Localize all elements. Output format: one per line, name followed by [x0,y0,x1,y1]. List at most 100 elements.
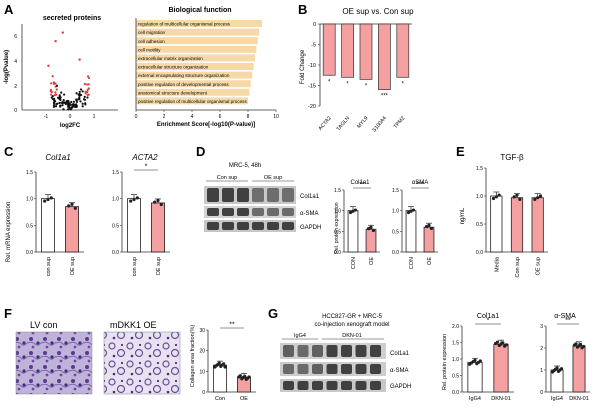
c-acta2-category-label: con sup [132,257,138,276]
blot-g-band [312,364,323,374]
blot-g-band [370,364,381,374]
d-asma-bar [405,210,417,253]
volcano-point [81,90,84,93]
b-sig: *** [381,94,389,100]
d-asma-ytick: 1.0 [392,209,399,215]
volcano-point [63,93,66,96]
volcano-point [55,84,59,87]
blot-g-band [326,364,338,374]
c-col1a1-data-point [70,202,74,206]
volcano-point [55,93,58,96]
d-asma-ytick: 0.0 [392,250,399,256]
volcano-point [86,96,89,99]
blot-g-label-gapdh: GAPDH [390,384,411,390]
g-asma-category-label: DKN-01 [569,396,589,402]
blot-d-lane-oe: OE sup [264,175,282,181]
volcano-point [73,103,77,106]
d-asma-category-label: CON [409,257,415,269]
volcano-point [79,88,83,91]
mrna-ylabel: Rel. mRNA expression [6,202,12,262]
c-acta2-sig: * [145,164,148,171]
e-tgfb-bar [510,197,524,253]
volcano-point [87,83,90,86]
e-tgfb-data-point [533,197,537,201]
b-category-label: TAGLN [336,115,352,132]
b-ytick: 0 [313,22,316,28]
mrna-title-col1a1: Col1a1 [45,153,70,162]
c-col1a1-ytick: 1.5 [26,170,33,176]
go-bar [136,97,248,105]
xenograft-title-2: co-injection xenograft model [314,322,389,328]
f-collagen-sig: ** [229,322,235,329]
blot-g-band [312,345,323,357]
volcano-point [49,93,53,96]
c-acta2-category-label: OE sup [156,257,162,275]
g-col1a1-ytick: 2.0 [452,324,459,330]
volcano-point [66,108,70,111]
volcano-point [75,99,78,102]
g-asma-data-point [581,344,586,349]
volcano-ylabel: -log(Pvalue) [4,50,10,84]
f-collagen-bar [236,377,251,393]
xenograft-title-1: HCC827-GR + MRC-5 [322,314,383,320]
blot-g-label-asma: α-SMA [390,368,408,374]
panel-letter-b: B [298,2,307,17]
volcano-ytick: 4 [14,59,17,65]
blot-d-band [267,222,279,230]
volcano-xtick: -1 [44,114,49,120]
volcano-point [52,82,55,85]
blot-d-band [252,188,264,202]
g-col1a1-category-label: DKN-01 [491,396,511,402]
g-asma-data-point [574,342,578,346]
volcano-point [65,101,68,104]
volcano-point [59,98,62,102]
d-col1a1-sig: ** [359,182,365,189]
blot-d-band [282,208,294,216]
b-bar [396,23,410,78]
volcano-point [55,103,58,106]
g-asma-data-point [559,367,564,371]
go-bar [136,88,250,96]
blot-g-band [370,381,381,390]
c-col1a1-bar [41,198,56,253]
e-tgfb-data-point [494,195,498,199]
blot-d-band [252,222,264,230]
c-acta2-bar [127,198,142,253]
b-sig: * [346,81,349,87]
c-col1a1-ytick: 0.0 [26,250,33,256]
blot-d-band [207,188,219,202]
go-xtick: 10 [273,114,279,120]
go-term-label: regulation of multicellular organismal p… [138,22,231,27]
e-tgfb-ytick: 0.0 [476,250,483,256]
c-col1a1-category-label: con sup [46,257,52,276]
volcano-point [54,91,57,94]
g-asma-sig: ** [565,318,571,325]
c-col1a1-data-point [73,206,77,210]
blot-g-lane-igg4: IgG4 [294,333,306,339]
d-col1a1-ytick: 1.5 [334,188,341,194]
c-acta2-data-point [135,196,139,200]
blot-g-band [297,381,309,390]
g-col1a1-ytick: 0.5 [452,374,459,380]
blot-d-band [252,208,264,216]
e-tgfb-category-label: OE sup [536,257,542,275]
volcano-ytick: 2 [14,84,17,90]
b-sig: * [328,79,331,85]
b-bar [378,23,391,90]
c-acta2-data-point [132,197,136,202]
mrna-title-acta2: ACTA2 [131,153,158,162]
protein-d-title-col1a1: Col1a1 [350,180,370,186]
d-asma-ytick: 1.5 [392,188,399,194]
blot-d-band [237,222,249,230]
blot-d-band [282,222,294,230]
volcano-point [86,75,90,78]
d-col1a1-data-point [369,225,373,230]
e-tgfb-ytick: 1.0 [476,194,483,200]
volcano-point [52,105,56,108]
volcano-point [58,94,61,97]
blot-d-band [222,222,234,230]
panel-letter-c: C [4,144,14,159]
g-asma-ytick: 3 [540,324,543,330]
go-xtick: 4 [191,114,194,120]
